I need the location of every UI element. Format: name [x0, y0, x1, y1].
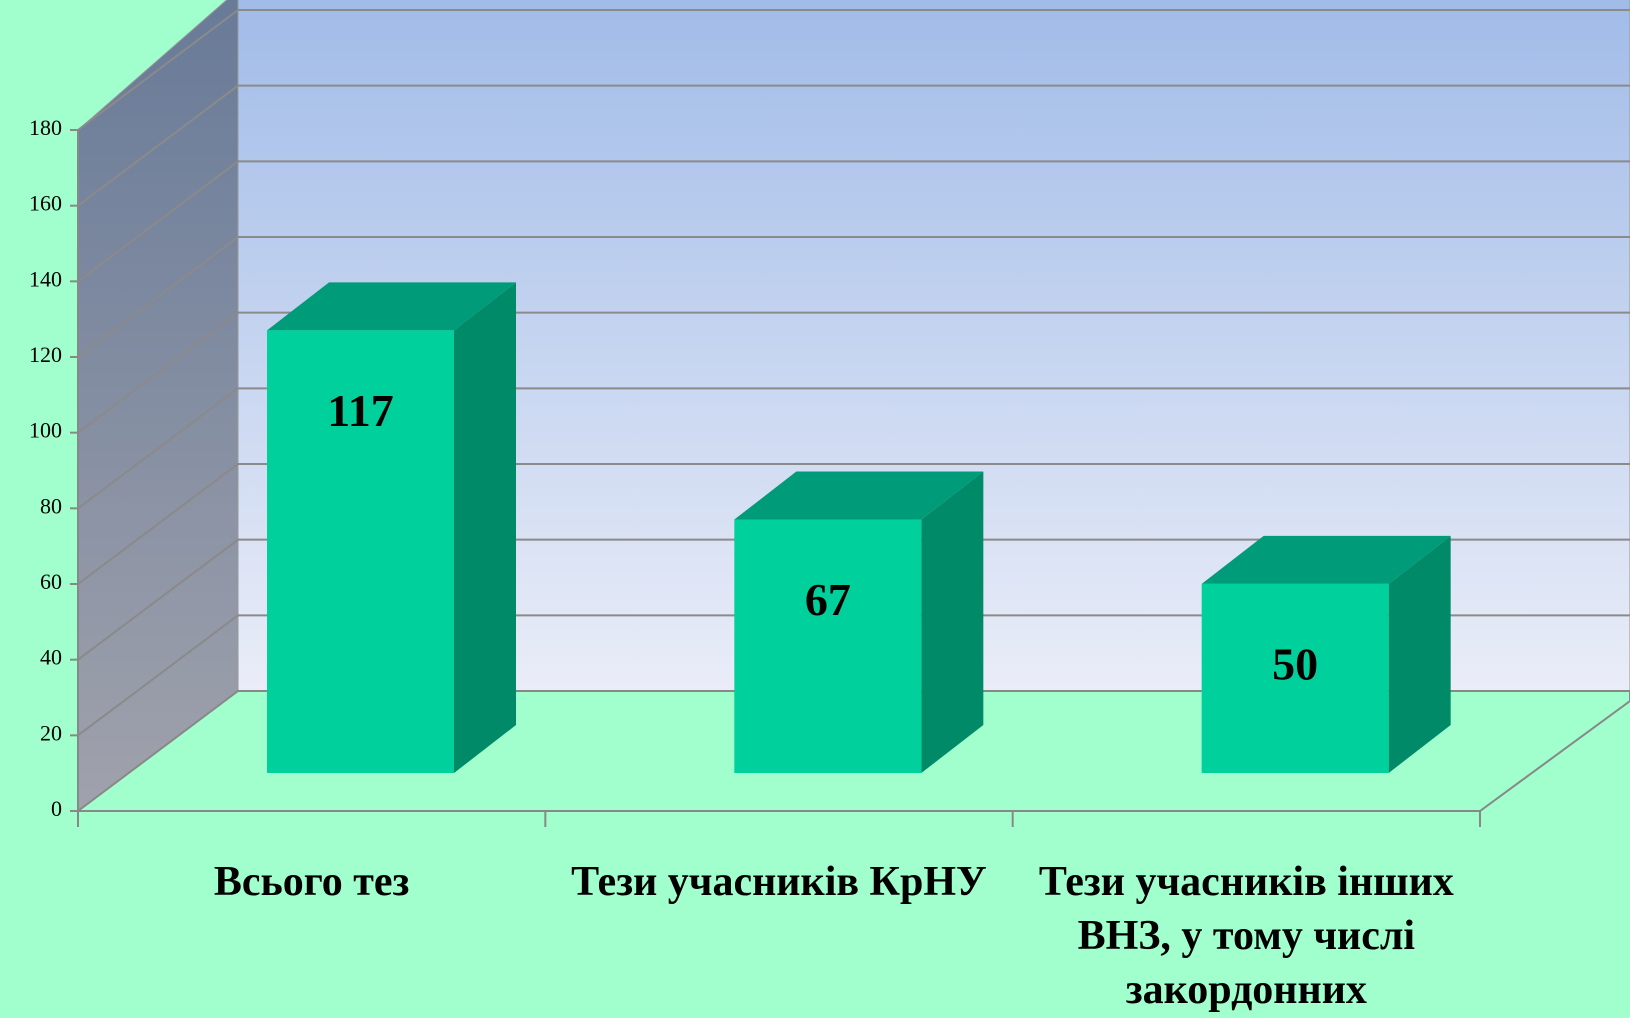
y-tick-label: 160	[29, 191, 62, 216]
y-tick-label: 20	[40, 720, 62, 745]
bar-top	[267, 282, 516, 331]
grid-line	[77, 387, 1630, 510]
y-tick-label: 140	[29, 266, 62, 291]
value-label: 117	[327, 385, 393, 436]
grid-line	[77, 160, 1630, 283]
y-tick-label: 40	[40, 645, 62, 670]
bar-top	[734, 471, 984, 520]
value-label: 50	[1272, 638, 1318, 689]
x-tick-label: Всього тез	[213, 859, 410, 905]
grid-line	[77, 9, 1630, 131]
grid-line	[77, 236, 1630, 358]
x-tick-label: Тези учасників інших ВНЗ, у тому числі з…	[1038, 859, 1454, 1013]
grid-line	[77, 538, 1630, 661]
grid-line	[77, 311, 1630, 434]
grid-line	[77, 84, 1630, 207]
y-tick-label: 100	[29, 418, 62, 443]
bar	[734, 519, 922, 773]
bar	[1201, 583, 1389, 773]
grid-line	[77, 463, 1630, 585]
bar-side	[1388, 535, 1451, 773]
y-tick-label: 0	[51, 796, 62, 821]
bar-top	[1201, 535, 1451, 584]
y-tick-label: 60	[40, 569, 62, 594]
y-tick-label: 180	[29, 115, 62, 140]
grid-line	[77, 614, 1630, 737]
bar	[267, 330, 454, 773]
value-label: 67	[805, 574, 851, 625]
y-tick-label: 120	[29, 342, 62, 367]
bar-side	[454, 282, 516, 773]
y-tick-label: 80	[40, 493, 62, 518]
x-tick-label: Тези учасників КрНУ	[571, 859, 987, 905]
bar-side	[921, 471, 984, 773]
